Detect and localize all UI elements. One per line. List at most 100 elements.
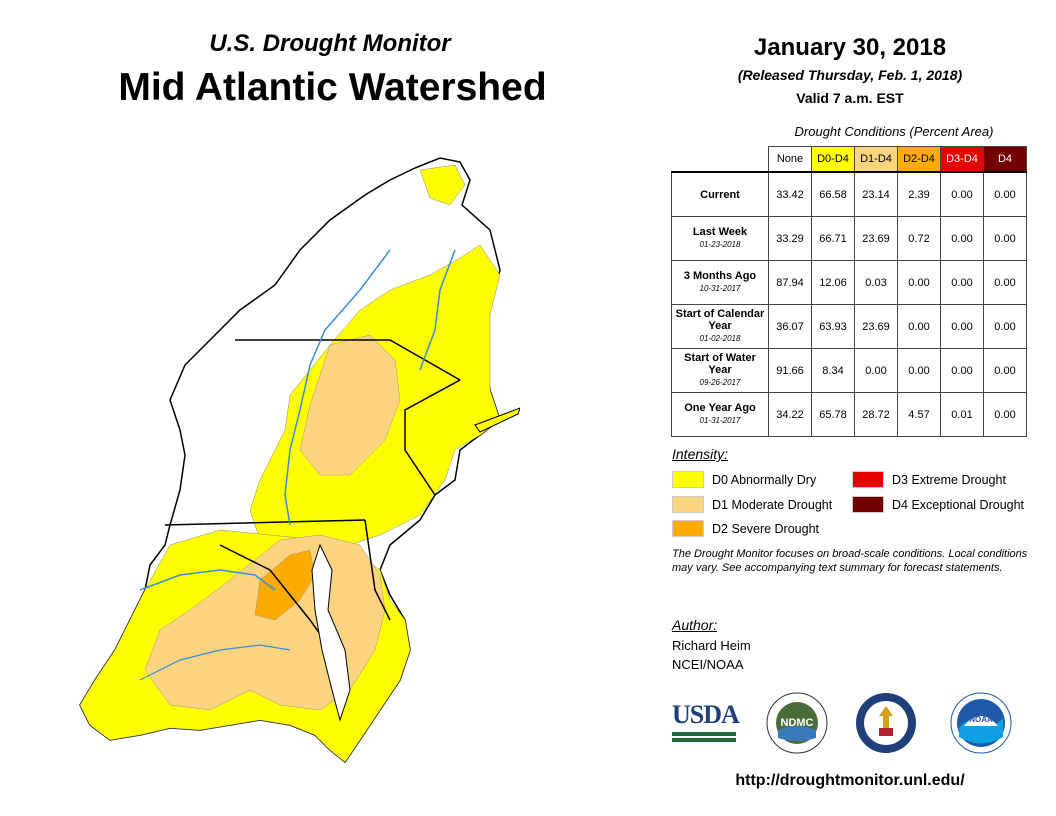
table-cell: 0.03 [854,260,898,305]
d0-area-north [419,164,466,206]
disclaimer-note: The Drought Monitor focuses on broad-sca… [672,548,1028,574]
table-cell: 65.78 [811,392,855,437]
table-cell: 0.00 [940,260,984,305]
legend-label: D1 Moderate Drought [712,497,833,512]
legend-label: D2 Severe Drought [712,521,820,536]
table-cell: 0.72 [897,216,941,261]
table-cell: 0.00 [983,260,1027,305]
col-d3-d4: D3-D4 [940,146,984,173]
row-label: Start of Water Year 09-26-2017 [671,348,769,393]
table-cell: 23.14 [854,171,898,217]
table-cell: 0.00 [983,216,1027,261]
valid-time: Valid 7 a.m. EST [796,90,904,106]
col-d2-d4: D2-D4 [897,146,941,173]
noaa-logo-text: NOAA [969,715,993,724]
legend-swatch [852,471,884,488]
legend-swatch [672,471,704,488]
legend-item-d3: D3 Extreme Drought [852,471,1006,488]
table-row: Start of Calendar Year 01-02-2018 36.07 6… [671,304,1027,349]
legend-title: Intensity: [672,446,729,462]
state-border-pa-md [164,519,366,526]
legend-item-d0: D0 Abnormally Dry [672,471,816,488]
table-cell: 33.42 [768,171,812,217]
state-border-nj [404,379,461,496]
map-title: Mid Atlantic Watershed [118,66,547,109]
table-cell: 0.00 [940,171,984,217]
river-potomac [139,569,276,591]
usda-logo-text: USDA [672,700,740,729]
legend-label: D3 Extreme Drought [892,472,1006,487]
table-row: Start of Water Year 09-26-2017 91.66 8.34… [671,348,1027,393]
ndmc-logo-text: NDMC [781,717,814,729]
table-cell: 0.00 [854,348,898,393]
state-border-delmarva [364,519,391,621]
table-caption: Drought Conditions (Percent Area) [794,124,994,139]
table-cell: 0.00 [983,304,1027,349]
river-delaware [419,249,456,371]
table-row: Last Week 01-23-2018 33.29 66.71 23.69 0.… [671,216,1027,261]
d2-area [254,549,316,621]
table-row: One Year Ago 01-31-2017 34.22 65.78 28.72… [671,392,1027,437]
legend-label: D0 Abnormally Dry [712,472,817,487]
col-d0-d4: D0-D4 [811,146,855,173]
row-label: Start of Calendar Year 01-02-2018 [671,304,769,349]
table-cell: 0.00 [983,392,1027,437]
table-cell: 63.93 [811,304,855,349]
table-row: 3 Months Ago 10-31-2017 87.94 12.06 0.03 … [671,260,1027,305]
legend-item-d1: D1 Moderate Drought [672,496,832,513]
col-d4: D4 [983,146,1027,173]
long-island [474,407,520,433]
author-name: Richard Heim [672,638,751,653]
legend-item-d2: D2 Severe Drought [672,520,819,537]
table-row: Current 33.42 66.58 23.14 2.39 0.00 0.00 [671,171,1027,217]
table-header-row: None D0-D4 D1-D4 D2-D4 D3-D4 D4 [672,146,1027,173]
table-cell: 36.07 [768,304,812,349]
row-label: Last Week 01-23-2018 [671,216,769,261]
doc-seal-logo [856,693,916,753]
legend-swatch [852,496,884,513]
legend-swatch [672,496,704,513]
website-url[interactable]: http://droughtmonitor.unl.edu/ [735,772,965,789]
table-corner [672,147,769,173]
legend-label: D4 Exceptional Drought [892,497,1025,512]
drought-conditions-table: None D0-D4 D1-D4 D2-D4 D3-D4 D4 Current … [671,146,1027,437]
col-d1-d4: D1-D4 [854,146,898,173]
table-cell: 66.71 [811,216,855,261]
row-label: Current [671,171,769,217]
col-none: None [768,146,812,173]
table-cell: 87.94 [768,260,812,305]
chesapeake-bay [311,543,351,722]
table-cell: 33.29 [768,216,812,261]
table-cell: 8.34 [811,348,855,393]
table-cell: 0.00 [897,260,941,305]
table-cell: 0.00 [983,171,1027,217]
table-cell: 0.00 [940,216,984,261]
legend-item-d4: D4 Exceptional Drought [852,496,1024,513]
table-cell: 34.22 [768,392,812,437]
state-border-ny-pa [235,339,461,381]
table-cell: 28.72 [854,392,898,437]
noaa-logo: NOAA [950,692,1012,754]
table-cell: 4.57 [897,392,941,437]
row-label: One Year Ago 01-31-2017 [671,392,769,437]
drought-map [79,157,520,764]
table-cell: 2.39 [897,171,941,217]
table-cell: 23.69 [854,304,898,349]
row-label: 3 Months Ago 10-31-2017 [671,260,769,305]
table-cell: 0.00 [897,348,941,393]
table-cell: 0.00 [940,304,984,349]
table-cell: 91.66 [768,348,812,393]
table-cell: 0.00 [983,348,1027,393]
table-cell: 0.00 [940,348,984,393]
table-cell: 0.01 [940,392,984,437]
river-james [139,644,291,681]
table-cell: 66.58 [811,171,855,217]
d1-area-pa [299,334,401,476]
ndmc-logo: NDMC [766,692,828,754]
river-susquehanna [284,249,391,526]
table-cell: 12.06 [811,260,855,305]
legend-swatch [672,520,704,537]
usda-logo: USDA [672,700,740,748]
author-title: Author: [672,617,718,633]
table-cell: 23.69 [854,216,898,261]
